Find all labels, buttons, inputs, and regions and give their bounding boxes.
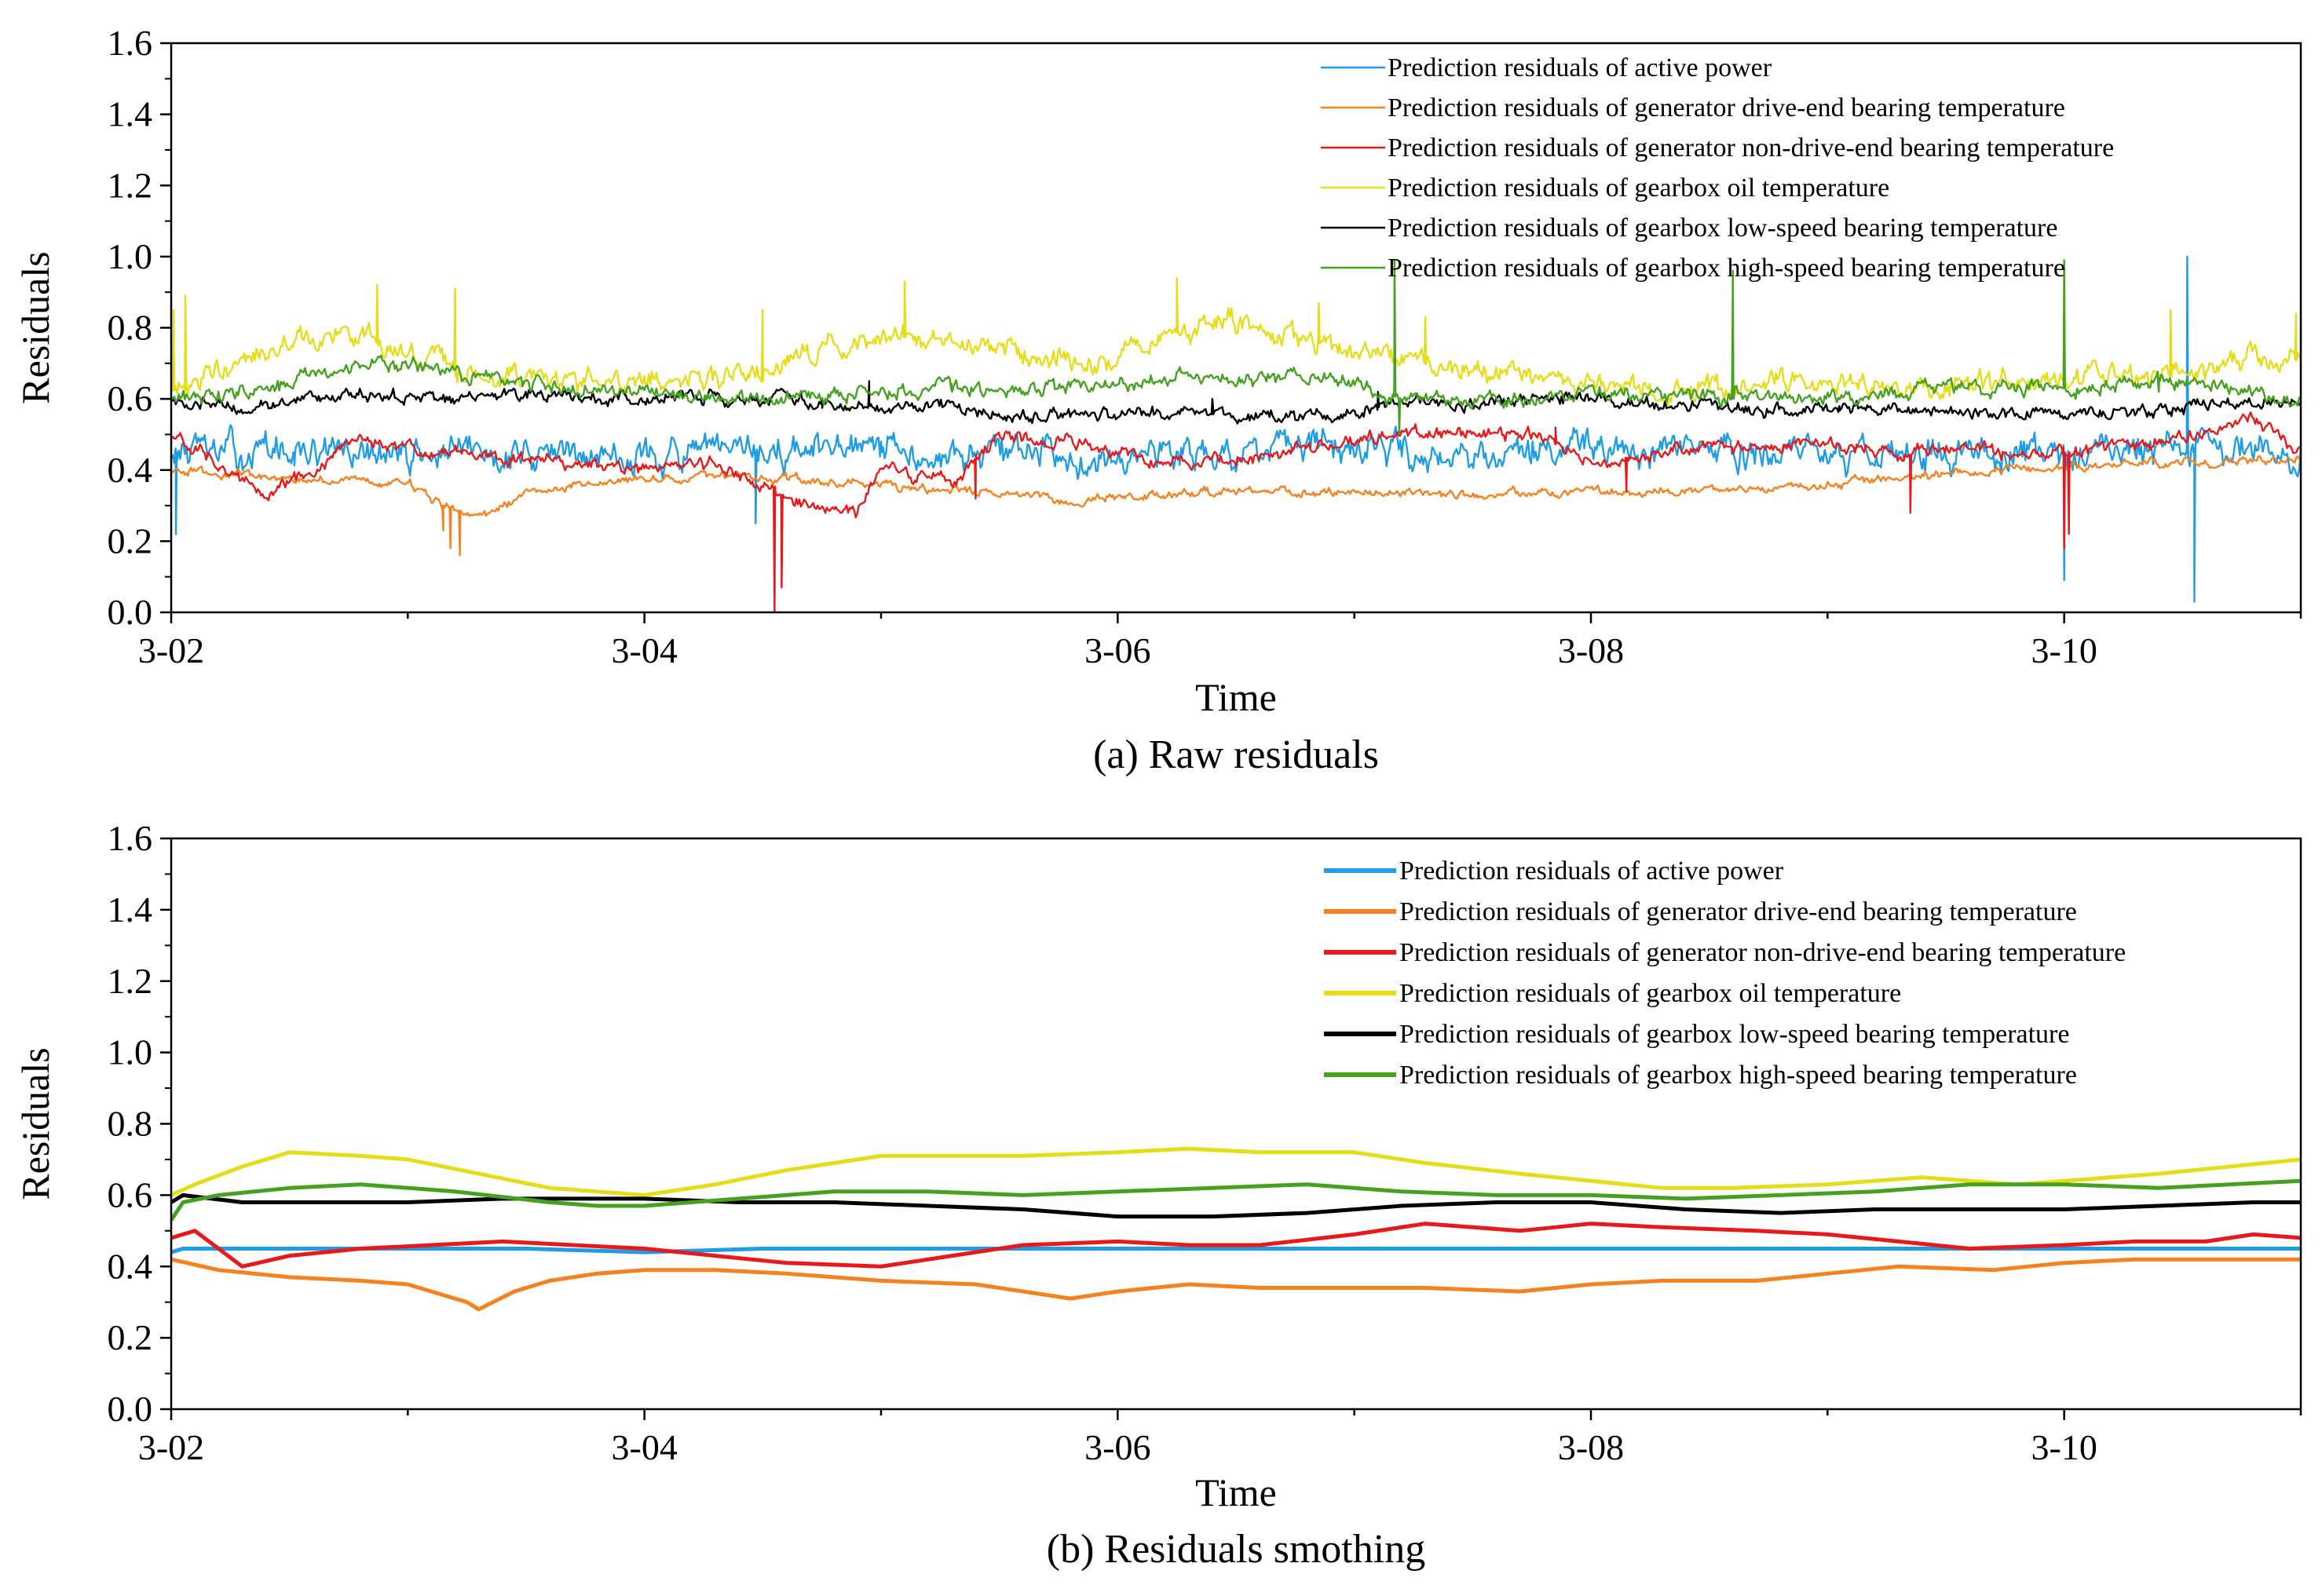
x-tick-label: 3-04 bbox=[612, 630, 678, 670]
y-tick-label: 0.0 bbox=[108, 592, 153, 632]
legend-label: Prediction residuals of gearbox high-spe… bbox=[1399, 1061, 2077, 1090]
series-line-4 bbox=[171, 276, 2301, 407]
y-tick-label: 1.6 bbox=[108, 818, 153, 858]
y-tick-label: 1.2 bbox=[108, 961, 153, 1001]
x-tick-label: 3-10 bbox=[2031, 630, 2097, 670]
y-tick-label: 0.6 bbox=[108, 378, 153, 418]
series-line-5 bbox=[171, 1192, 2301, 1219]
x-tick-label: 3-06 bbox=[1084, 630, 1150, 670]
y-tick-label: 0.4 bbox=[108, 1246, 153, 1286]
legend-label: Prediction residuals of active power bbox=[1388, 53, 1772, 82]
panel-caption: (a) Raw residuals bbox=[1093, 732, 1379, 777]
series-line-4 bbox=[171, 1146, 2301, 1197]
legend-label: Prediction residuals of active power bbox=[1399, 856, 1784, 886]
y-tick-label: 0.2 bbox=[108, 520, 153, 561]
legend-label: Prediction residuals of gearbox low-spee… bbox=[1388, 214, 2057, 243]
legend: Prediction residuals of active power Pred… bbox=[1324, 856, 2126, 1090]
x-tick-label: 3-08 bbox=[1558, 1427, 1624, 1467]
series-line-1 bbox=[171, 255, 2301, 603]
legend-label: Prediction residuals of generator non-dr… bbox=[1399, 938, 2126, 967]
panel-a: 0.0 0.2 0.4 0.6 0.8 1.0 1.2 1.4 1.6 3-02 3-04 3-06 3… bbox=[13, 23, 2302, 777]
x-tick-label: 3-02 bbox=[138, 1427, 204, 1467]
panel-b: 0.0 0.2 0.4 0.6 0.8 1.0 1.2 1.4 1.6 3-02 3-04 3-06 3… bbox=[13, 818, 2302, 1572]
x-axis-title: Time bbox=[1195, 675, 1277, 719]
series-line-3 bbox=[171, 1222, 2301, 1269]
plot-frame bbox=[170, 42, 2302, 614]
y-tick-label: 1.0 bbox=[108, 1032, 153, 1072]
series-group bbox=[171, 1146, 2301, 1312]
legend: Prediction residuals of active power Pred… bbox=[1321, 53, 2114, 283]
y-tick-label: 1.4 bbox=[108, 889, 153, 929]
legend-label: Prediction residuals of gearbox oil temp… bbox=[1388, 173, 1889, 203]
series-line-6 bbox=[171, 259, 2301, 436]
series-line-2 bbox=[171, 455, 2301, 557]
legend-label: Prediction residuals of generator drive-… bbox=[1388, 93, 2065, 122]
x-tick-label: 3-04 bbox=[612, 1427, 678, 1467]
x-tick-label: 3-06 bbox=[1084, 1427, 1150, 1467]
series-line-2 bbox=[171, 1257, 2301, 1312]
legend-label: Prediction residuals of gearbox low-spee… bbox=[1399, 1020, 2069, 1049]
y-tick-label: 0.8 bbox=[108, 308, 153, 348]
x-tick-label: 3-02 bbox=[138, 630, 204, 670]
y-tick-label: 1.0 bbox=[108, 236, 153, 276]
series-line-3 bbox=[171, 411, 2301, 612]
y-tick-label: 0.6 bbox=[108, 1174, 153, 1214]
y-tick-label: 0.8 bbox=[108, 1104, 153, 1144]
panel-caption: (b) Residuals smothing bbox=[1047, 1527, 1425, 1572]
y-tick-label: 1.4 bbox=[108, 94, 153, 134]
legend-label: Prediction residuals of gearbox oil temp… bbox=[1399, 979, 1901, 1008]
y-axis-title: Residuals bbox=[13, 1047, 57, 1200]
x-tick-label: 3-10 bbox=[2031, 1427, 2097, 1467]
y-tick-label: 0.0 bbox=[108, 1389, 153, 1429]
series-line-1 bbox=[171, 1247, 2301, 1255]
series-line-5 bbox=[171, 380, 2301, 425]
y-axis-title: Residuals bbox=[13, 251, 57, 404]
y-tick-label: 0.2 bbox=[108, 1317, 153, 1357]
series-line-6 bbox=[171, 1178, 2301, 1222]
y-tick-label: 0.4 bbox=[108, 450, 153, 490]
x-axis-title: Time bbox=[1195, 1470, 1277, 1514]
series-group bbox=[171, 255, 2301, 612]
legend-label: Prediction residuals of gearbox high-spe… bbox=[1388, 254, 2065, 283]
y-tick-label: 1.2 bbox=[108, 165, 153, 205]
x-tick-label: 3-08 bbox=[1558, 630, 1624, 670]
y-tick-label: 1.6 bbox=[108, 23, 153, 63]
legend-label: Prediction residuals of generator non-dr… bbox=[1388, 133, 2114, 163]
legend-label: Prediction residuals of generator drive-… bbox=[1399, 897, 2077, 926]
